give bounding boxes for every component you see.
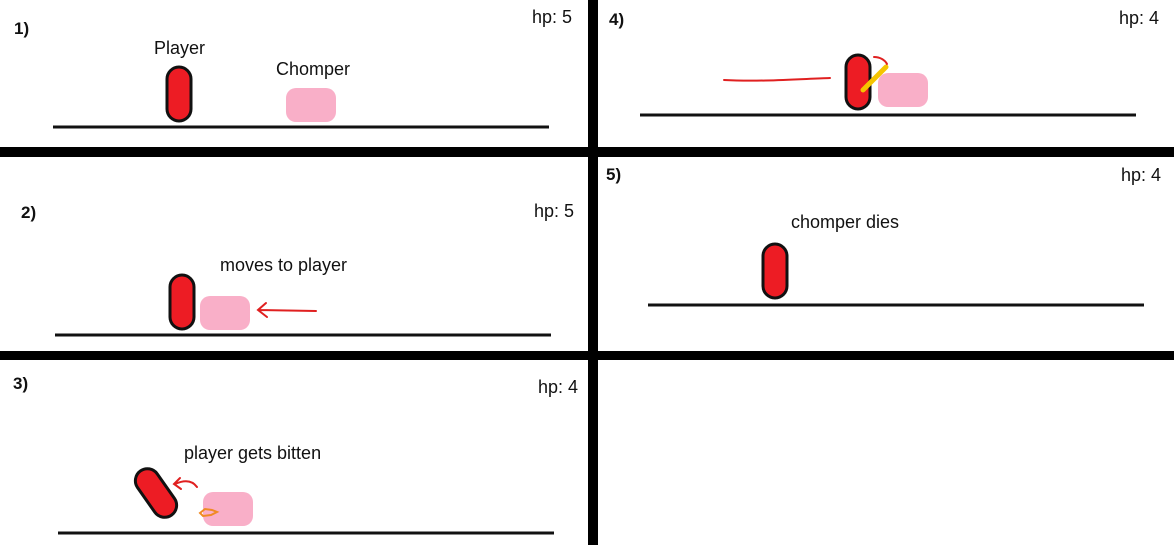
player-sprite-knocked [133, 467, 179, 519]
move-arrow [256, 302, 317, 318]
player-sprite [844, 53, 872, 111]
hp-label: hp: 4 [1119, 8, 1160, 28]
dash-trail [723, 77, 831, 82]
player-sprite [165, 65, 193, 123]
horizontal-divider-top [0, 147, 1174, 157]
panel-number: 2) [21, 203, 37, 222]
chomper-sprite [200, 296, 250, 330]
panel-2 [55, 273, 551, 337]
knockback-arrow [172, 477, 198, 490]
hp-label: hp: 4 [538, 377, 579, 397]
player-label: Player [154, 38, 206, 58]
vertical-divider [588, 0, 598, 545]
panel-caption: chomper dies [791, 212, 900, 232]
horizontal-divider-bottom [0, 351, 1174, 360]
hp-label: hp: 4 [1121, 165, 1162, 185]
chomper-label: Chomper [276, 59, 351, 79]
chomper-sprite [286, 88, 336, 122]
player-sprite [761, 242, 789, 300]
panel-3 [58, 467, 554, 535]
panel-1 [53, 65, 549, 129]
chomper-sprite [878, 73, 928, 107]
panel-5 [648, 242, 1144, 307]
panel-number: 1) [14, 19, 30, 38]
hp-label: hp: 5 [532, 7, 573, 27]
player-sprite [168, 273, 196, 331]
panel-number: 3) [13, 374, 29, 393]
panel-caption: player gets bitten [184, 443, 322, 463]
panel-4 [640, 53, 1136, 117]
bite-mark [198, 507, 220, 518]
panel-number: 5) [606, 165, 622, 184]
panel-caption: moves to player [220, 255, 348, 275]
panel-number: 4) [609, 10, 625, 29]
sword-slash [860, 64, 889, 93]
slash-arc [873, 56, 888, 65]
hp-label: hp: 5 [534, 201, 575, 221]
chomper-sprite [203, 492, 253, 526]
